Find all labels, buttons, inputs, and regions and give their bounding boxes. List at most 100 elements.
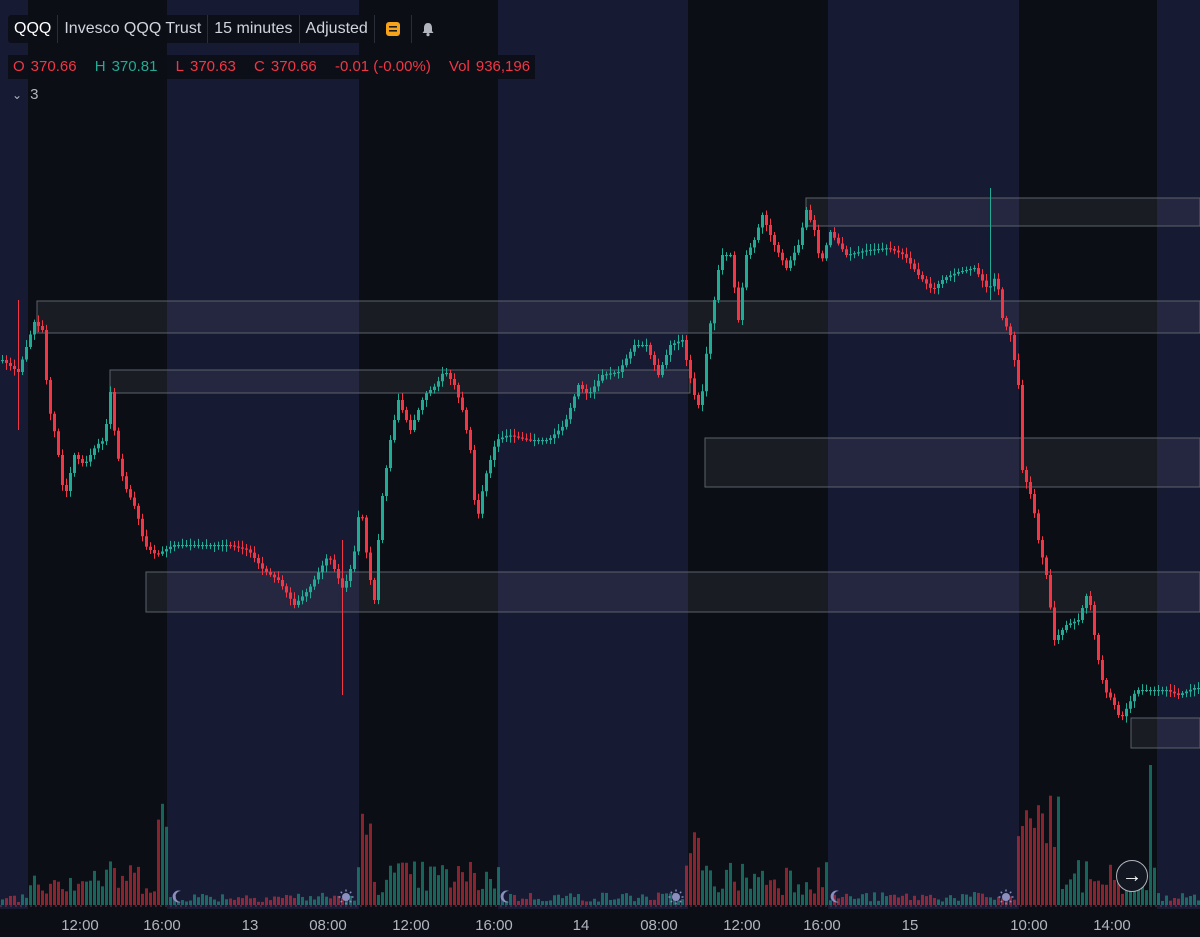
volume-bar — [749, 888, 752, 905]
candle-body — [1117, 705, 1120, 715]
volume-bar — [65, 891, 68, 905]
candle-body — [429, 390, 432, 394]
chevron-down-icon[interactable]: ⌄ — [12, 88, 23, 102]
scroll-to-realtime-button[interactable]: → — [1116, 860, 1148, 892]
volume-bar — [181, 900, 184, 905]
candle-body — [1149, 690, 1152, 692]
candle-body — [297, 600, 300, 605]
candle-body — [873, 249, 876, 251]
candle-body — [997, 278, 1000, 290]
candle-body — [581, 385, 584, 389]
candle-body — [1113, 697, 1116, 705]
news-icon[interactable] — [375, 15, 412, 43]
candle-body — [685, 340, 688, 360]
volume-bar — [1189, 896, 1192, 905]
candle-body — [245, 548, 248, 550]
candle-body — [805, 210, 808, 228]
volume-bar — [285, 894, 288, 905]
supply-demand-zones — [36, 197, 1200, 749]
candle-body — [665, 355, 668, 365]
zone-rectangle — [36, 300, 1200, 334]
volume-bar — [1193, 894, 1196, 905]
volume-bar — [1097, 880, 1100, 905]
volume-bar — [1069, 879, 1072, 905]
volume-bar — [381, 892, 384, 905]
high-value: 370.81 — [111, 58, 158, 75]
volume-bar — [813, 893, 816, 905]
candle-body — [473, 450, 476, 500]
x-tick-label: 16:00 — [143, 917, 181, 934]
candle-body — [589, 392, 592, 394]
volume-bar — [681, 899, 684, 905]
candle-body — [869, 249, 872, 251]
session-band — [0, 0, 28, 937]
volume-bar — [581, 900, 584, 905]
candle-body — [317, 572, 320, 580]
candle-body — [1181, 693, 1184, 695]
volume-bar — [941, 901, 944, 905]
volume-bar — [985, 897, 988, 905]
candle-body — [681, 340, 684, 342]
volume-bar — [153, 891, 156, 905]
candle-body — [1021, 385, 1024, 470]
volume-bar — [913, 895, 916, 905]
candle-body — [961, 271, 964, 273]
candle-body — [385, 468, 388, 496]
candle-body — [1, 360, 4, 362]
candle-body — [901, 252, 904, 255]
volume-bar — [961, 894, 964, 905]
candle-body — [629, 351, 632, 359]
volume-bar — [73, 890, 76, 905]
candle-body — [105, 424, 108, 442]
volume-bar — [121, 875, 124, 905]
candle-body — [1013, 335, 1016, 360]
volume-bar — [193, 894, 196, 905]
candle-body — [65, 485, 68, 491]
sun-icon — [338, 889, 354, 905]
candle-body — [37, 322, 40, 326]
volume-bar — [685, 865, 688, 905]
volume-bar — [493, 888, 496, 905]
volume-bar — [1165, 895, 1168, 905]
volume-bar — [957, 900, 960, 905]
interval-label[interactable]: 15 minutes — [208, 15, 300, 43]
indicators-toggle[interactable]: ⌄ 3 — [12, 86, 38, 103]
volume-bar — [273, 896, 276, 905]
volume-bar — [437, 875, 440, 905]
candle-body — [145, 536, 148, 547]
candle-body — [577, 385, 580, 397]
candle-body — [717, 270, 720, 300]
candle-body — [261, 563, 264, 569]
symbol-legend: QQQ Invesco QQQ Trust 15 minutes Adjuste… — [8, 15, 444, 43]
volume-bar — [637, 897, 640, 905]
candle-body — [169, 546, 172, 550]
volume-bar — [705, 865, 708, 905]
volume-bar — [513, 894, 516, 905]
candle-body — [185, 545, 188, 547]
volume-bar — [293, 898, 296, 905]
candle-body — [509, 435, 512, 437]
candle-body — [457, 385, 460, 398]
volume-bar — [29, 885, 32, 905]
alert-bell-icon[interactable] — [412, 17, 444, 41]
candle-body — [333, 559, 336, 569]
volume-bar — [1181, 893, 1184, 905]
volume-bar — [861, 894, 864, 905]
candle-body — [829, 232, 832, 246]
candle-body — [705, 353, 708, 392]
volume-bar — [597, 901, 600, 905]
candle-body — [641, 345, 644, 347]
volume-bar — [569, 893, 572, 905]
candle-body — [1089, 596, 1092, 605]
candle-body — [257, 558, 260, 564]
candle-body — [941, 280, 944, 284]
candle-body — [113, 392, 116, 431]
symbol-ticker[interactable]: QQQ — [8, 15, 59, 43]
volume-bar — [161, 803, 164, 905]
candle-body — [569, 407, 572, 420]
volume-bar — [1173, 898, 1176, 905]
volume-bar — [1117, 874, 1120, 905]
adjustment-label[interactable]: Adjusted — [300, 15, 375, 43]
indicator-count: 3 — [30, 86, 39, 103]
